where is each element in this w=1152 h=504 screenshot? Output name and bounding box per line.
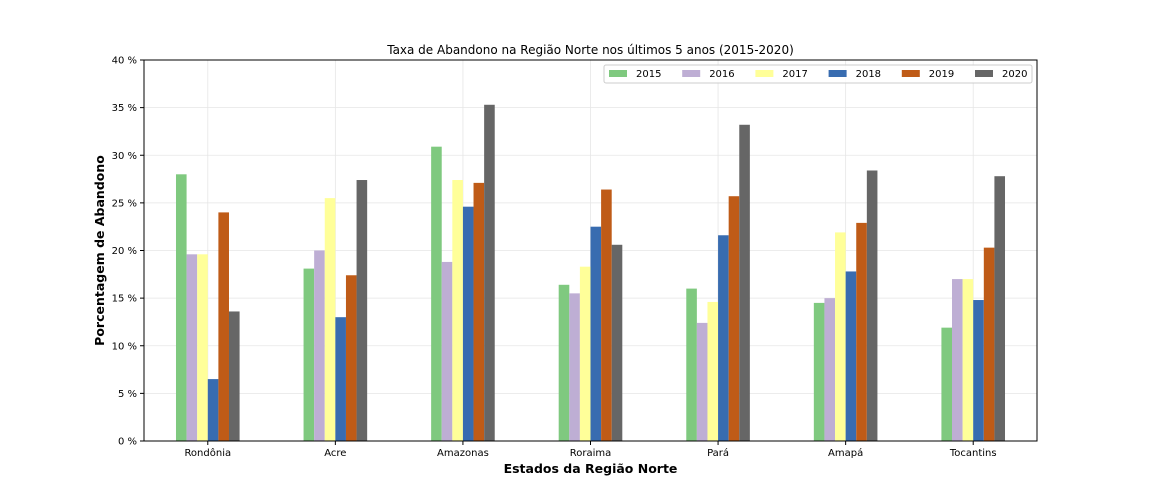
x-axis-label: Estados da Região Norte	[504, 461, 678, 476]
y-tick-label: 20 %	[112, 246, 137, 257]
bar-2020-acre	[356, 180, 368, 441]
legend-label-2016: 2016	[709, 69, 734, 80]
legend-label-2018: 2018	[856, 69, 881, 80]
bar-2015-rondônia	[175, 174, 187, 442]
bar-2015-pará	[686, 288, 697, 441]
y-tick-label: 0 %	[118, 437, 137, 448]
bar-2019-tocantins	[983, 247, 995, 441]
bar-2016-amazonas	[441, 261, 453, 441]
bars	[175, 104, 1006, 442]
bar-2015-acre	[303, 268, 315, 441]
y-tick-label: 25 %	[112, 198, 137, 209]
bar-2016-acre	[314, 250, 325, 441]
chart-title: Taxa de Abandono na Região Norte nos últ…	[386, 43, 794, 57]
legend-swatch-2018	[828, 70, 847, 77]
bar-2020-pará	[739, 124, 750, 442]
y-axis-ticks: 0 % 5 % 10 % 15 % 20 % 25 % 30 % 35 % 40 %	[112, 56, 144, 448]
bar-2019-rondônia	[218, 212, 229, 441]
legend-label-2019: 2019	[929, 69, 954, 80]
legend-frame	[603, 64, 1033, 84]
bar-2017-amapá	[835, 232, 846, 441]
bar-2017-amazonas	[452, 180, 463, 441]
bar-2018-rondônia	[207, 379, 219, 441]
bar-2017-tocantins	[962, 279, 974, 441]
bar-2015-tocantins	[941, 327, 953, 441]
x-tick-label: Tocantins	[949, 448, 997, 459]
y-axis-label: Porcentagem de Abandono	[92, 155, 107, 346]
bar-2015-roraima	[558, 284, 570, 441]
y-tick-label: 15 %	[112, 294, 137, 305]
x-tick-label: Rondônia	[184, 447, 231, 459]
bar-2016-pará	[696, 322, 708, 441]
x-axis-ticks: Rondônia Acre Amazonas Roraima Pará Amapá Toca…	[184, 441, 997, 459]
legend-swatch-2020	[975, 70, 993, 77]
bar-2020-amapá	[866, 170, 878, 442]
bar-2016-rondônia	[186, 254, 198, 441]
bar-2019-amapá	[856, 222, 867, 441]
y-tick-label: 40 %	[112, 56, 137, 67]
bar-2020-roraima	[611, 244, 623, 441]
bar-2017-rondônia	[197, 254, 208, 441]
x-tick-label: Amazonas	[437, 448, 489, 459]
bar-2019-pará	[728, 196, 740, 441]
legend-swatch-2019	[901, 70, 920, 77]
bar-2018-acre	[335, 317, 346, 441]
bar-2018-amazonas	[462, 206, 474, 441]
bar-2020-amazonas	[484, 104, 495, 442]
legend-swatch-2015	[609, 70, 627, 77]
bar-2017-pará	[707, 301, 719, 441]
legend-swatch-2016	[682, 70, 701, 77]
x-tick-label: Acre	[324, 448, 346, 459]
bar-2019-amazonas	[473, 182, 485, 441]
bar-2018-amapá	[845, 271, 857, 441]
x-tick-label: Roraima	[570, 448, 612, 459]
x-tick-label: Pará	[707, 447, 729, 459]
bar-2019-roraima	[601, 189, 612, 441]
y-tick-label: 5 %	[118, 389, 137, 400]
legend-label-2020: 2020	[1002, 69, 1027, 80]
bar-2017-acre	[324, 198, 336, 441]
bar-2015-amazonas	[431, 146, 442, 441]
bar-2016-roraima	[569, 293, 580, 441]
legend-label-2017: 2017	[782, 69, 807, 80]
legend-swatch-2017	[755, 70, 774, 77]
x-tick-label: Amapá	[828, 447, 863, 459]
y-tick-label: 30 %	[112, 151, 137, 162]
bar-2015-amapá	[813, 302, 825, 441]
bar-2019-acre	[345, 275, 357, 441]
bar-2018-roraima	[590, 226, 602, 441]
bar-2016-amapá	[824, 298, 836, 442]
bar-2018-tocantins	[973, 300, 984, 441]
y-tick-label: 10 %	[112, 341, 137, 352]
bar-2017-roraima	[579, 266, 591, 441]
legend-label-2015: 2015	[636, 69, 661, 80]
y-tick-label: 35 %	[112, 103, 137, 114]
bar-2018-pará	[718, 235, 729, 441]
bar-2020-rondônia	[228, 311, 240, 441]
bar-2020-tocantins	[994, 176, 1006, 441]
legend: 2015 2016 2017 2018 2019 2020	[603, 64, 1033, 84]
bar-2016-tocantins	[952, 279, 963, 441]
